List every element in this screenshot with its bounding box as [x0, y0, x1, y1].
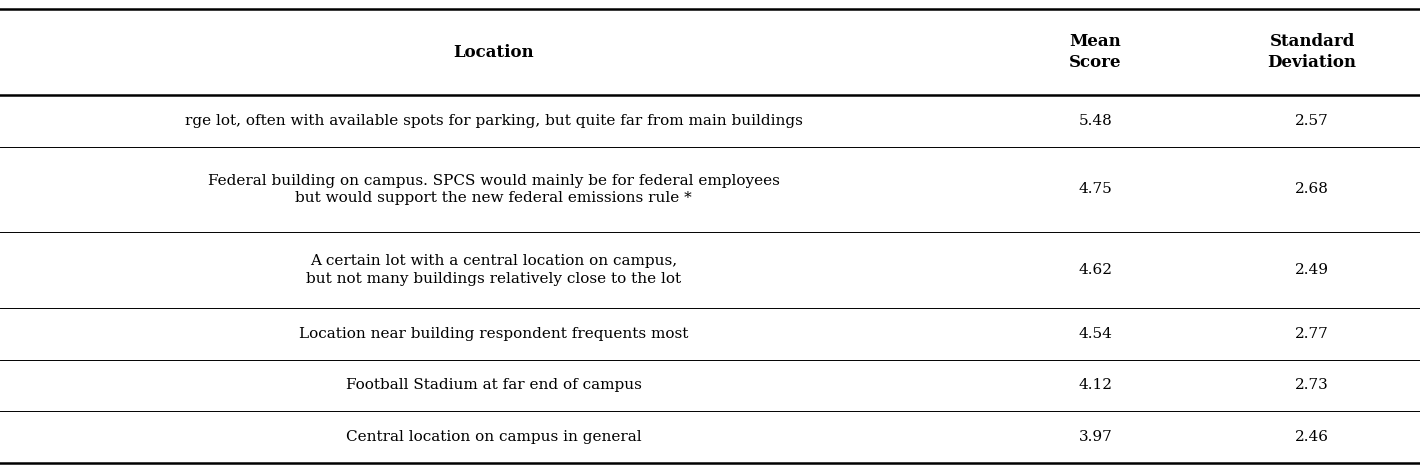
- Text: 5.48: 5.48: [1079, 114, 1112, 128]
- Text: 4.75: 4.75: [1079, 183, 1112, 196]
- Text: Mean
Score: Mean Score: [1069, 34, 1122, 71]
- Text: 2.46: 2.46: [1295, 430, 1329, 444]
- Text: 4.62: 4.62: [1079, 263, 1112, 277]
- Text: 4.54: 4.54: [1079, 327, 1112, 341]
- Text: 2.68: 2.68: [1295, 183, 1329, 196]
- Text: rge lot, often with available spots for parking, but quite far from main buildin: rge lot, often with available spots for …: [185, 114, 802, 128]
- Text: A certain lot with a central location on campus,
but not many buildings relative: A certain lot with a central location on…: [305, 254, 682, 286]
- Text: Federal building on campus. SPCS would mainly be for federal employees
but would: Federal building on campus. SPCS would m…: [207, 174, 780, 205]
- Text: 2.49: 2.49: [1295, 263, 1329, 277]
- Text: Location near building respondent frequents most: Location near building respondent freque…: [298, 327, 689, 341]
- Text: Football Stadium at far end of campus: Football Stadium at far end of campus: [345, 379, 642, 392]
- Text: 3.97: 3.97: [1079, 430, 1112, 444]
- Text: 2.73: 2.73: [1295, 379, 1329, 392]
- Text: 4.12: 4.12: [1079, 379, 1112, 392]
- Text: Location: Location: [453, 44, 534, 61]
- Text: Standard
Deviation: Standard Deviation: [1268, 34, 1356, 71]
- Text: 2.57: 2.57: [1295, 114, 1329, 128]
- Text: Central location on campus in general: Central location on campus in general: [345, 430, 642, 444]
- Text: 2.77: 2.77: [1295, 327, 1329, 341]
